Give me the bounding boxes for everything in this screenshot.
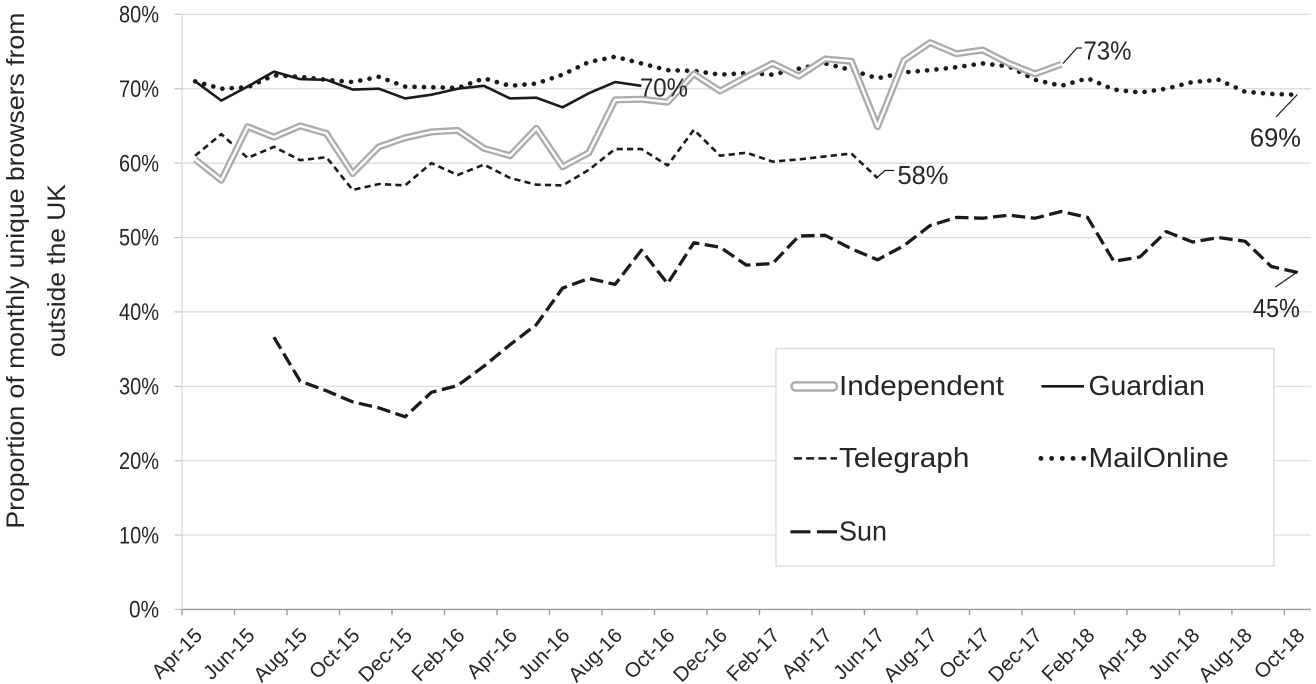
svg-text:70%: 70%: [119, 76, 159, 103]
svg-text:80%: 80%: [119, 2, 159, 29]
svg-text:Telegraph: Telegraph: [839, 442, 969, 473]
svg-text:73%: 73%: [1083, 36, 1131, 66]
svg-text:0%: 0%: [129, 597, 159, 624]
svg-text:60%: 60%: [119, 150, 159, 177]
svg-text:MailOnline: MailOnline: [1088, 442, 1228, 473]
svg-text:10%: 10%: [119, 522, 159, 549]
svg-text:70%: 70%: [640, 73, 688, 103]
svg-text:20%: 20%: [119, 448, 159, 475]
svg-text:69%: 69%: [1250, 123, 1301, 153]
svg-text:40%: 40%: [119, 299, 159, 326]
svg-text:outside the UK: outside the UK: [43, 184, 71, 357]
svg-text:Proportion of monthly unique b: Proportion of monthly unique browsers fr…: [2, 13, 30, 529]
svg-text:58%: 58%: [897, 160, 948, 190]
svg-text:50%: 50%: [119, 225, 159, 252]
svg-text:Independent: Independent: [839, 370, 1004, 401]
svg-text:Guardian: Guardian: [1088, 370, 1204, 401]
svg-text:30%: 30%: [119, 373, 159, 400]
svg-text:45%: 45%: [1253, 293, 1300, 323]
svg-text:Sun: Sun: [839, 515, 887, 546]
